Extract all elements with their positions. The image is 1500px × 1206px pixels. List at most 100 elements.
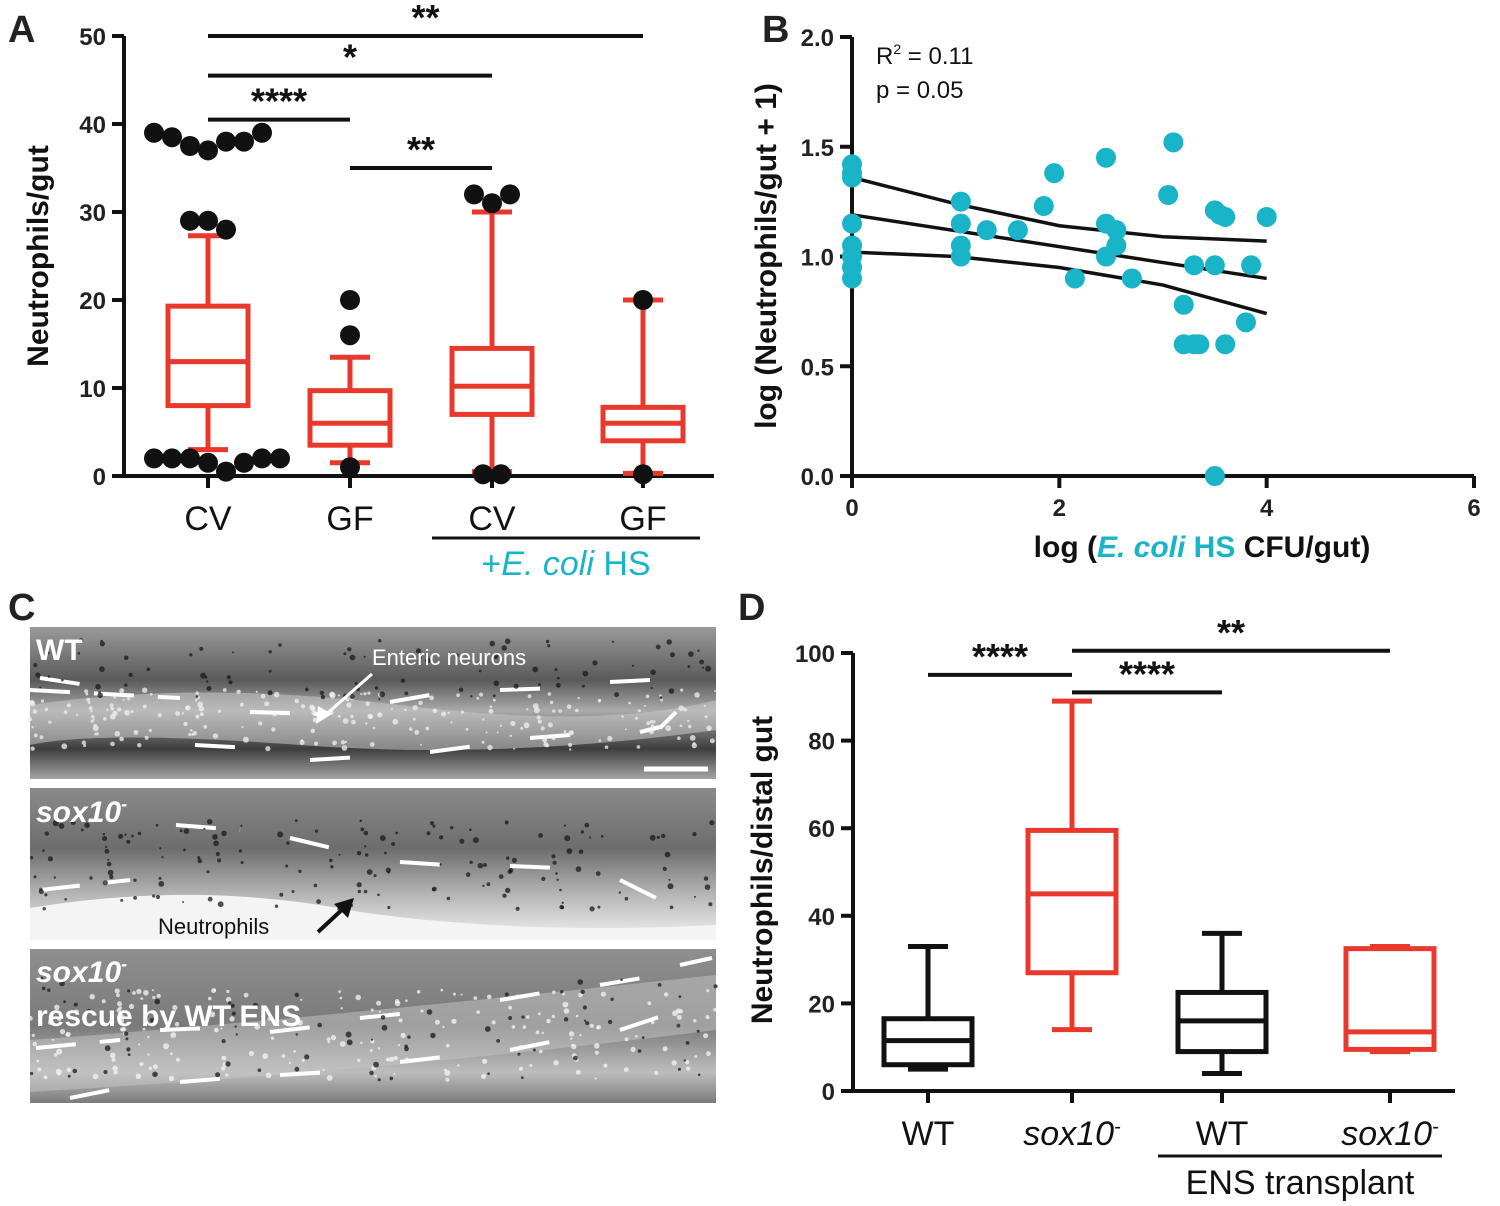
micrograph-speckle xyxy=(67,1074,71,1078)
micrograph-speckle xyxy=(556,878,559,881)
micrograph-speckle xyxy=(585,1021,590,1026)
micrograph-speckle xyxy=(439,835,444,840)
micrograph-speckle xyxy=(577,979,583,985)
micrograph-speckle xyxy=(338,990,342,993)
micrograph-speckle xyxy=(217,709,221,713)
x-tick-label: WT xyxy=(902,1115,955,1153)
micrograph-speckle xyxy=(581,684,585,688)
micrograph-speckle xyxy=(297,1019,303,1026)
scatter-point xyxy=(1064,268,1085,289)
micrograph-speckle xyxy=(404,1046,409,1052)
micrograph-speckle xyxy=(80,828,84,832)
micrograph-speckle xyxy=(647,1001,652,1006)
micrograph-speckle xyxy=(339,996,343,1000)
micrograph-speckle xyxy=(340,1007,343,1010)
micrograph-speckle xyxy=(92,718,95,721)
micrograph-speckle xyxy=(538,833,543,838)
micrograph-speckle xyxy=(663,992,669,997)
micrograph-speckle xyxy=(370,1038,374,1041)
micrograph-speckle xyxy=(496,1039,500,1043)
micrograph-speckle xyxy=(126,839,131,844)
micrograph-speckle xyxy=(656,835,660,840)
micrograph-speckle xyxy=(225,996,232,1003)
micrograph-speckle xyxy=(440,988,444,992)
micrograph-speckle xyxy=(110,1052,116,1059)
micrograph-speckle xyxy=(415,648,422,654)
panel-c-micrographs: WT Enteric neurons sox10- Neutrophils sox10-… xyxy=(28,627,718,1103)
micrograph-speckle xyxy=(151,989,154,992)
micrograph-speckle xyxy=(637,1049,642,1053)
micrograph-speckle xyxy=(139,1062,144,1067)
micrograph-speckle xyxy=(685,1041,690,1045)
micrograph-speckle xyxy=(584,822,590,828)
micrograph-speckle xyxy=(641,1036,645,1039)
micrograph-speckle xyxy=(142,1027,146,1031)
micrograph-speckle xyxy=(363,655,366,658)
micrograph-speckle xyxy=(213,840,219,847)
micrograph-speckle xyxy=(481,1073,487,1079)
micrograph-speckle xyxy=(59,980,65,987)
micrograph-speckle xyxy=(41,986,46,991)
micrograph-speckle xyxy=(338,853,341,856)
panel-d-box-plot: Neutrophils/distal gut 0 20 40 60 80 100 WT sox… xyxy=(746,612,1455,1202)
micrograph-speckle xyxy=(413,717,416,721)
micrograph-speckle xyxy=(118,833,124,839)
micrograph-speckle xyxy=(148,728,152,733)
micrograph-speckle xyxy=(457,1064,460,1067)
micrograph-speckle xyxy=(258,721,263,726)
micrograph-speckle xyxy=(235,1033,238,1036)
micrograph-speckle xyxy=(363,692,367,696)
micrograph-speckle xyxy=(513,683,519,689)
micrograph-speckle xyxy=(511,1025,516,1029)
micrograph-speckle xyxy=(221,1055,227,1061)
outlier-point xyxy=(234,131,254,152)
micrograph-speckle xyxy=(102,833,106,836)
micrograph-speckle xyxy=(356,882,362,888)
micrograph-speckle xyxy=(104,1045,111,1052)
micrograph-speckle xyxy=(694,692,700,698)
panel-d-y-axis-label: Neutrophils/distal gut xyxy=(746,716,779,1024)
micrograph-speckle xyxy=(125,1037,129,1041)
micrograph-speckle xyxy=(198,705,205,712)
micrograph-speckle xyxy=(450,721,453,724)
micrograph-speckle xyxy=(679,724,683,727)
micrograph-speckle xyxy=(28,717,32,722)
micrograph-speckle xyxy=(450,826,454,830)
micrograph-speckle xyxy=(327,1041,330,1044)
micrograph-speckle xyxy=(459,838,465,844)
micrograph-speckle xyxy=(119,1014,125,1019)
micrograph-speckle xyxy=(107,869,114,876)
micrograph-speckle xyxy=(426,831,431,836)
micrograph-speckle xyxy=(650,1020,655,1025)
micrograph-speckle xyxy=(579,1034,582,1037)
micrograph-speckle xyxy=(460,993,463,996)
scatter-point xyxy=(1235,312,1256,333)
micrograph-speckle xyxy=(594,1043,600,1049)
micrograph-speckle xyxy=(112,710,118,717)
micrograph-speckle xyxy=(39,735,44,740)
micrograph-speckle xyxy=(221,830,227,837)
panel-a-significance-bars: ********* xyxy=(208,0,643,170)
panel-b-x-axis-label: log (E. coli HS CFU/gut) xyxy=(1034,531,1371,564)
micrograph-speckle xyxy=(661,833,666,839)
micrograph-speckle xyxy=(398,1018,403,1023)
outlier-point xyxy=(340,457,360,478)
outlier-point xyxy=(482,193,502,214)
micrograph-speckle xyxy=(554,668,558,672)
micrograph-speckle xyxy=(64,898,67,901)
micrograph-speckle xyxy=(414,730,420,735)
micrograph-speckle xyxy=(575,1069,581,1075)
y-tick-label: 0.0 xyxy=(801,464,834,491)
micrograph-speckle xyxy=(58,823,65,829)
micrograph-speckle xyxy=(378,698,381,701)
panel-b-y-axis-label: log (Neutrophils/gut + 1) xyxy=(750,83,783,429)
micrograph-speckle xyxy=(99,666,105,672)
micrograph-speckle xyxy=(33,733,38,738)
micrograph-speckle xyxy=(563,1008,570,1014)
micrograph-speckle xyxy=(562,1001,569,1008)
micrograph-speckle xyxy=(706,1051,711,1057)
micrograph-speckle xyxy=(493,698,496,702)
scatter-point xyxy=(1184,255,1205,276)
micrograph-speckle xyxy=(429,695,434,701)
micrograph-speckle xyxy=(124,709,130,716)
